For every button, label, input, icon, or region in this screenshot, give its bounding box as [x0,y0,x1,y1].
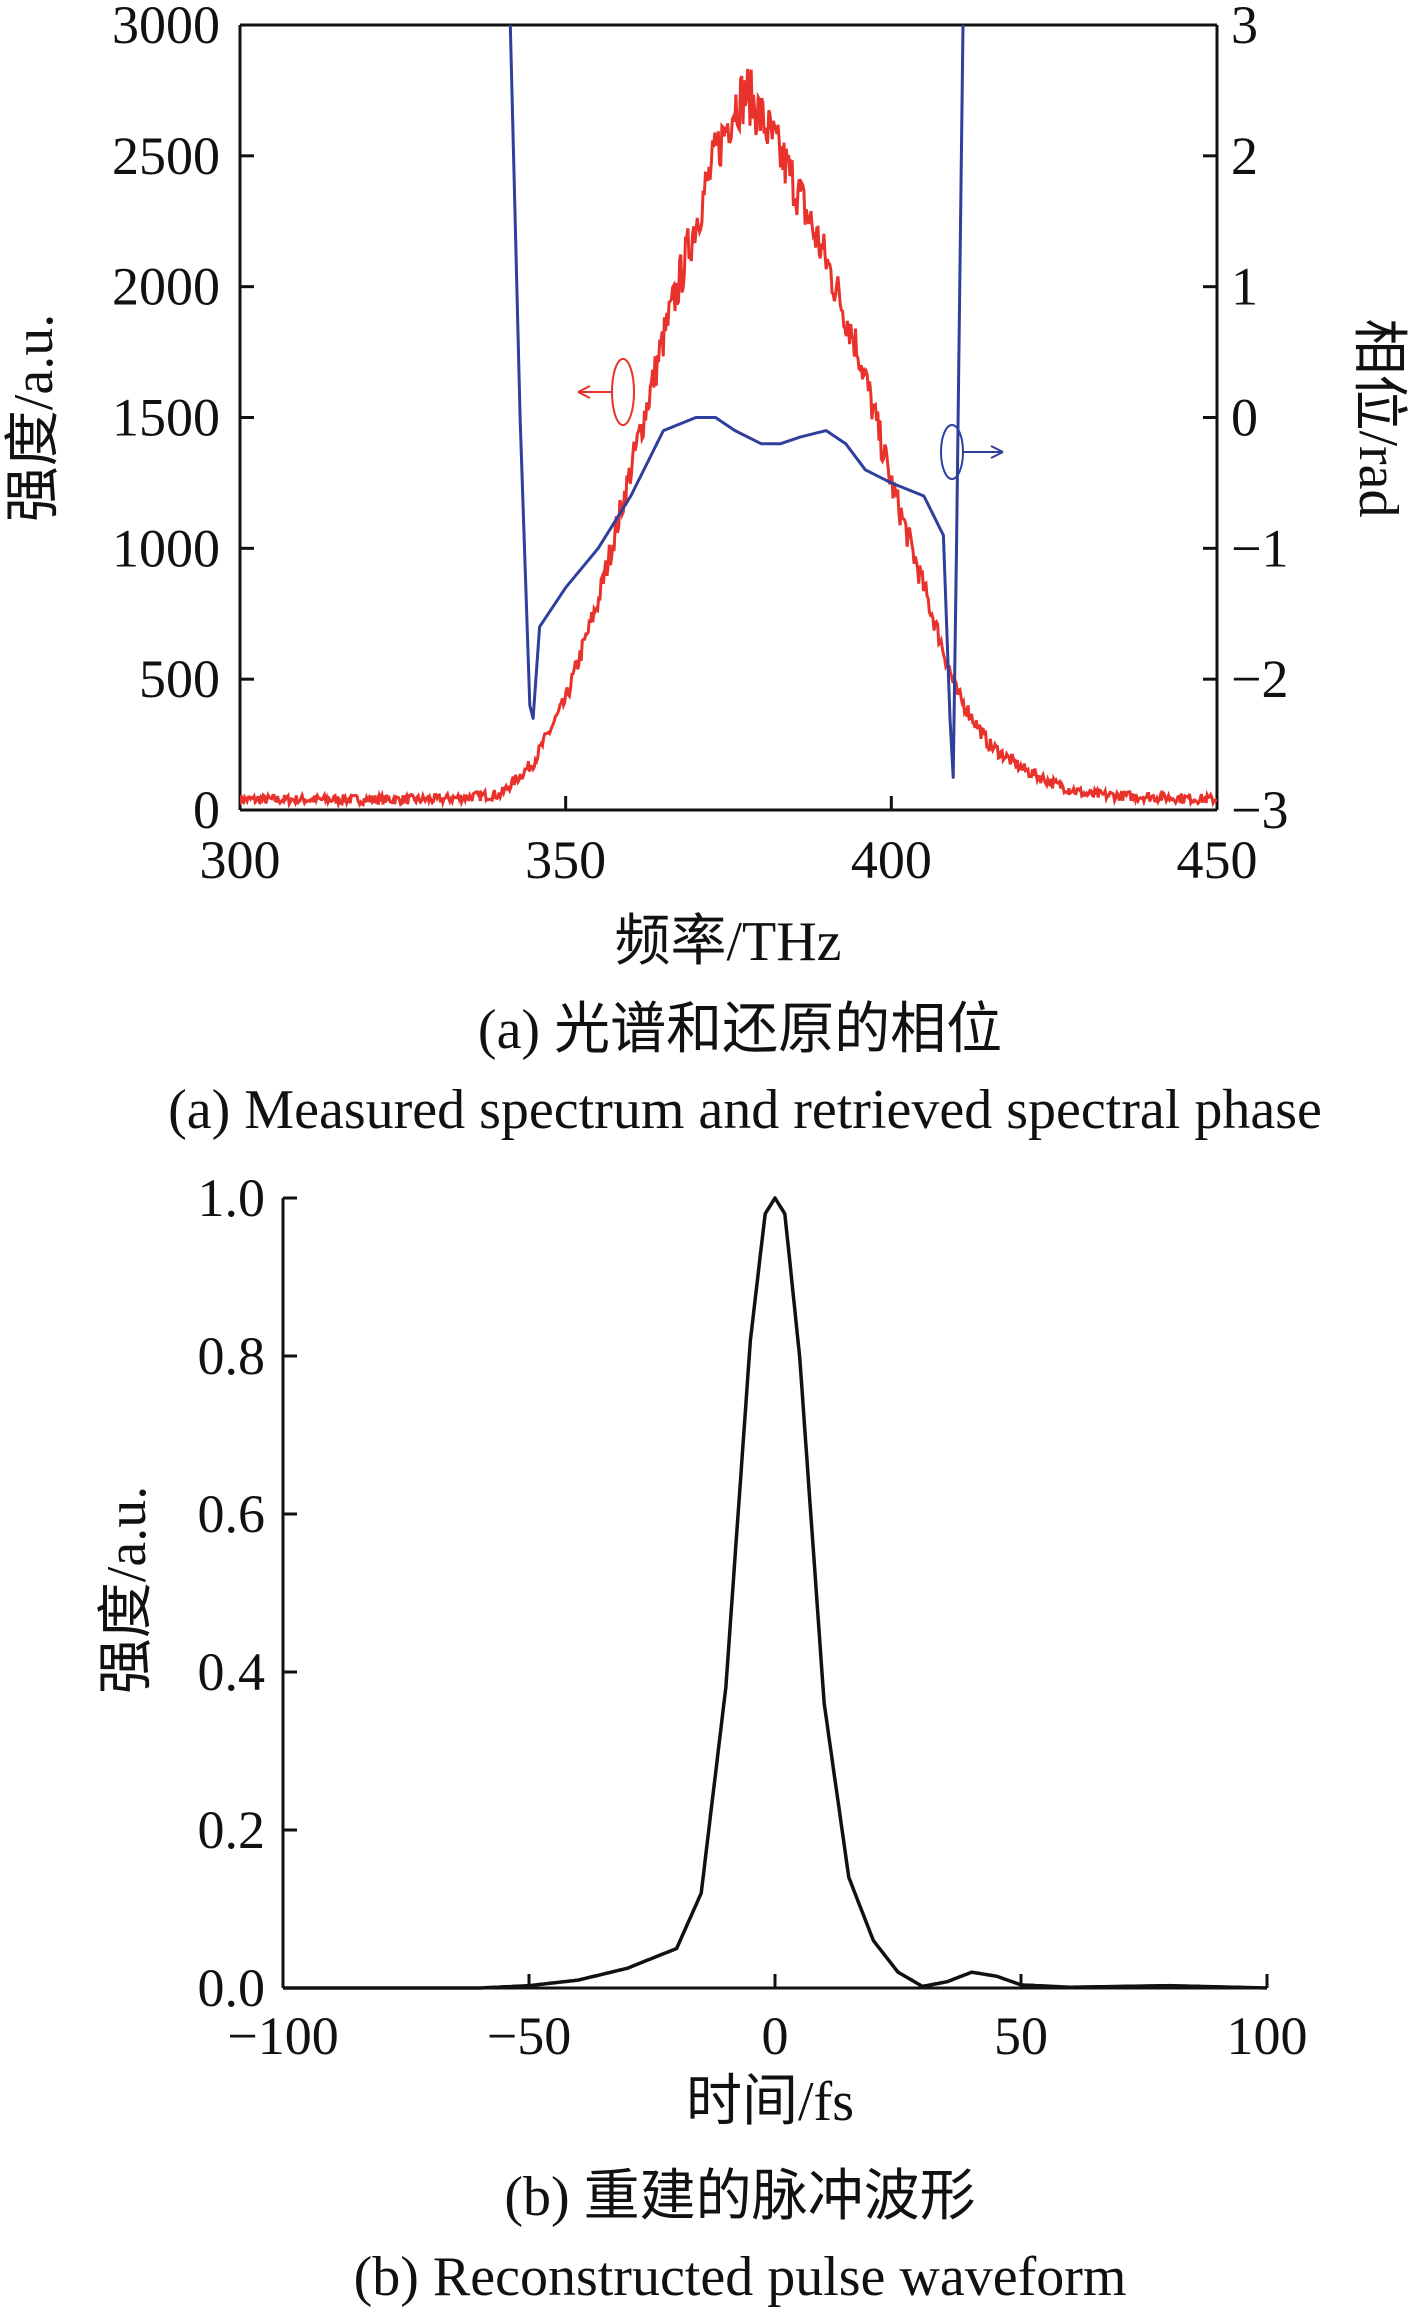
panel-a-y-tick-label: 1000 [112,518,220,578]
panel-b-x-axis-label: 时间/fs [686,2071,854,2133]
panel-a-caption-en: (a) Measured spectrum and retrieved spec… [168,1079,1322,1141]
panel-a-y2-tick-label: −2 [1231,649,1288,709]
panel-a-y-tick-label: 1500 [112,388,220,448]
panel-a-y-tick-label: 500 [139,649,220,709]
panel-a-y2-tick-label: 0 [1231,388,1258,448]
panel-b-x-tick-label: 0 [762,2006,789,2066]
panel-a-x-tick-label: 450 [1177,830,1258,890]
panel-b-caption-cn: (b) 重建的脉冲波形 [504,2166,975,2228]
panel-a-y2-axis-label: 相位/rad [1347,318,1409,517]
panel-b-y-tick-label: 0.0 [198,1958,266,2018]
panel-b-x-tick-label: 50 [994,2006,1048,2066]
panel-a-x-ticks: 300 350 400 450 [200,796,1258,890]
panel-a-x-tick-label: 350 [525,830,606,890]
intensity-axis-marker [577,358,635,426]
panel-a-y2-tick-label: −3 [1231,780,1288,840]
panel-a-spectrum-chart: 300 350 400 450 0 500 1000 1500 2000 2500 3000 −3… [3,0,1409,1141]
pulse-waveform-line [283,1196,1268,1990]
panel-b-x-tick-label: −100 [227,2006,338,2066]
panel-b-y-tick-label: 0.4 [198,1642,266,1702]
panel-b-caption-en: (b) Reconstructed pulse waveform [354,2246,1127,2308]
panel-a-y2-tick-label: 2 [1231,126,1258,186]
panel-a-y-tick-label: 2000 [112,257,220,317]
panel-b-y-ticks: 0.0 0.2 0.4 0.6 0.8 1.0 [198,1168,297,2018]
panel-b-x-tick-label: 100 [1227,2006,1308,2066]
panel-b-y-tick-label: 0.8 [198,1326,266,1386]
panel-b-y-tick-label: 0.2 [198,1800,266,1860]
panel-a-series [240,25,1217,810]
panel-a-x-tick-label: 300 [200,830,281,890]
panel-b-y-tick-label: 1.0 [198,1168,266,1228]
panel-a-y-tick-label: 3000 [112,0,220,55]
panel-a-y-ticks: 0 500 1000 1500 2000 2500 3000 [112,0,254,840]
panel-b-pulse-chart: −100 −50 0 50 100 0.0 0.2 0.4 0.6 0.8 1.0 时间/fs 强… [96,1168,1308,2308]
panel-b-axes [281,1198,1267,1990]
panel-a-y-tick-label: 0 [193,780,220,840]
panel-a-y2-tick-label: 3 [1231,0,1258,55]
panel-a-y2-ticks: −3 −2 −1 0 1 2 3 [1203,0,1288,840]
panel-a-x-axis-label: 频率/THz [614,911,841,973]
panel-b-y-tick-label: 0.6 [198,1484,266,1544]
panel-a-y-tick-label: 2500 [112,126,220,186]
panel-b-x-ticks: −100 −50 0 50 100 [227,1974,1308,2066]
panel-b-series [283,1196,1268,1990]
panel-a-y2-tick-label: −1 [1231,518,1288,578]
spectral-phase-line [508,25,965,779]
spectrum-intensity-line [240,68,1217,810]
panel-b-y-axis-label: 强度/a.u. [96,1486,158,1694]
panel-a-caption-cn: (a) 光谱和还原的相位 [478,999,1002,1061]
panel-a-y-axis-label: 强度/a.u. [3,314,65,522]
phase-axis-marker [940,424,1004,480]
panel-a-x-tick-label: 400 [851,830,932,890]
panel-a-y2-tick-label: 1 [1231,257,1258,317]
panel-b-x-tick-label: −50 [487,2006,571,2066]
